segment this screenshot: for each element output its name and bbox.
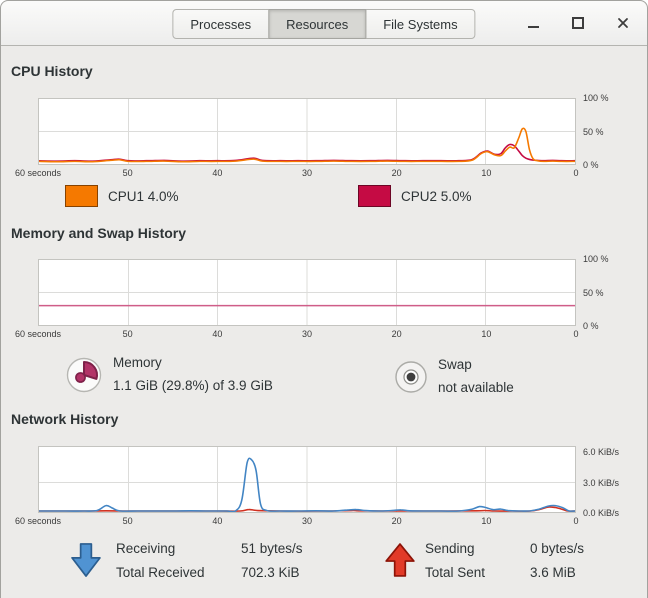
memory-swap-history-title: Memory and Swap History [11,225,187,241]
network-y-axis-labels: 6.0 KiB/s 3.0 KiB/s 0.0 KiB/s [583,447,620,518]
swap-detail: not available [438,380,514,395]
sending-up-arrow-icon [385,543,415,582]
header-bar: Processes Resources File Systems [1,1,647,46]
sending-label: Sending [425,541,475,556]
close-icon [618,18,628,28]
maximize-icon [572,17,584,29]
network-chart-block: 6.0 KiB/s 3.0 KiB/s 0.0 KiB/s 60 seconds 50… [15,446,619,526]
memory-chart [38,259,576,326]
total-sent-label: Total Sent [425,565,486,580]
total-sent-value: 3.6 MiB [530,565,576,580]
cpu2-label: CPU2 5.0% [401,188,472,204]
tab-resources[interactable]: Resources [268,9,367,39]
total-received-value: 702.3 KiB [241,565,300,580]
memory-legend-item: Memory 1.1 GiB (29.8%) of 3.9 GiB [65,354,273,395]
cpu-x-axis-labels: 60 seconds 50 40 30 20 10 0 [14,168,579,178]
swap-radio-icon [395,360,427,393]
receiving-label: Receiving [116,541,176,556]
total-received-label: Total Received [116,565,205,580]
swap-legend-item: Swap not available [394,356,514,397]
cpu1-color-swatch[interactable] [65,185,98,207]
cpu1-legend-item: CPU1 4.0% [65,185,179,207]
sending-rate-value: 0 bytes/s [530,541,585,556]
receiving-down-arrow-icon [71,542,101,583]
memory-pie-icon [66,357,102,392]
minimize-button[interactable] [525,15,541,31]
window-controls [525,1,631,45]
network-x-axis-labels: 60 seconds 50 40 30 20 10 0 [14,516,579,526]
cpu2-color-swatch[interactable] [358,185,391,207]
receiving-rate-value: 51 bytes/s [241,541,303,556]
cpu-chart [38,98,576,165]
receiving-stats: Receiving 51 bytes/s Total Received 702.… [116,541,303,580]
sending-stats: Sending 0 bytes/s Total Sent 3.6 MiB [425,541,584,580]
swap-label: Swap [438,357,472,372]
minimize-icon [527,25,539,28]
network-chart [38,446,576,513]
cpu-chart-block: 100 % 50 % 0 % 60 seconds 50 40 30 20 10 0 [15,93,609,178]
tab-processes[interactable]: Processes [172,9,270,39]
cpu-y-axis-labels: 100 % 50 % 0 % [583,93,609,170]
tab-file-systems[interactable]: File Systems [365,9,476,39]
view-tabs: Processes Resources File Systems [172,9,476,39]
cpu-history-title: CPU History [11,63,93,79]
maximize-button[interactable] [570,15,586,31]
cpu1-label: CPU1 4.0% [108,188,179,204]
network-history-title: Network History [11,411,119,427]
memory-label: Memory [113,355,162,370]
cpu2-legend-item: CPU2 5.0% [358,185,472,207]
memory-y-axis-labels: 100 % 50 % 0 % [583,254,609,331]
memory-chart-block: 100 % 50 % 0 % 60 seconds 50 40 30 20 10 0 [15,254,609,339]
memory-x-axis-labels: 60 seconds 50 40 30 20 10 0 [14,329,579,339]
close-button[interactable] [615,15,631,31]
memory-detail: 1.1 GiB (29.8%) of 3.9 GiB [113,378,273,393]
